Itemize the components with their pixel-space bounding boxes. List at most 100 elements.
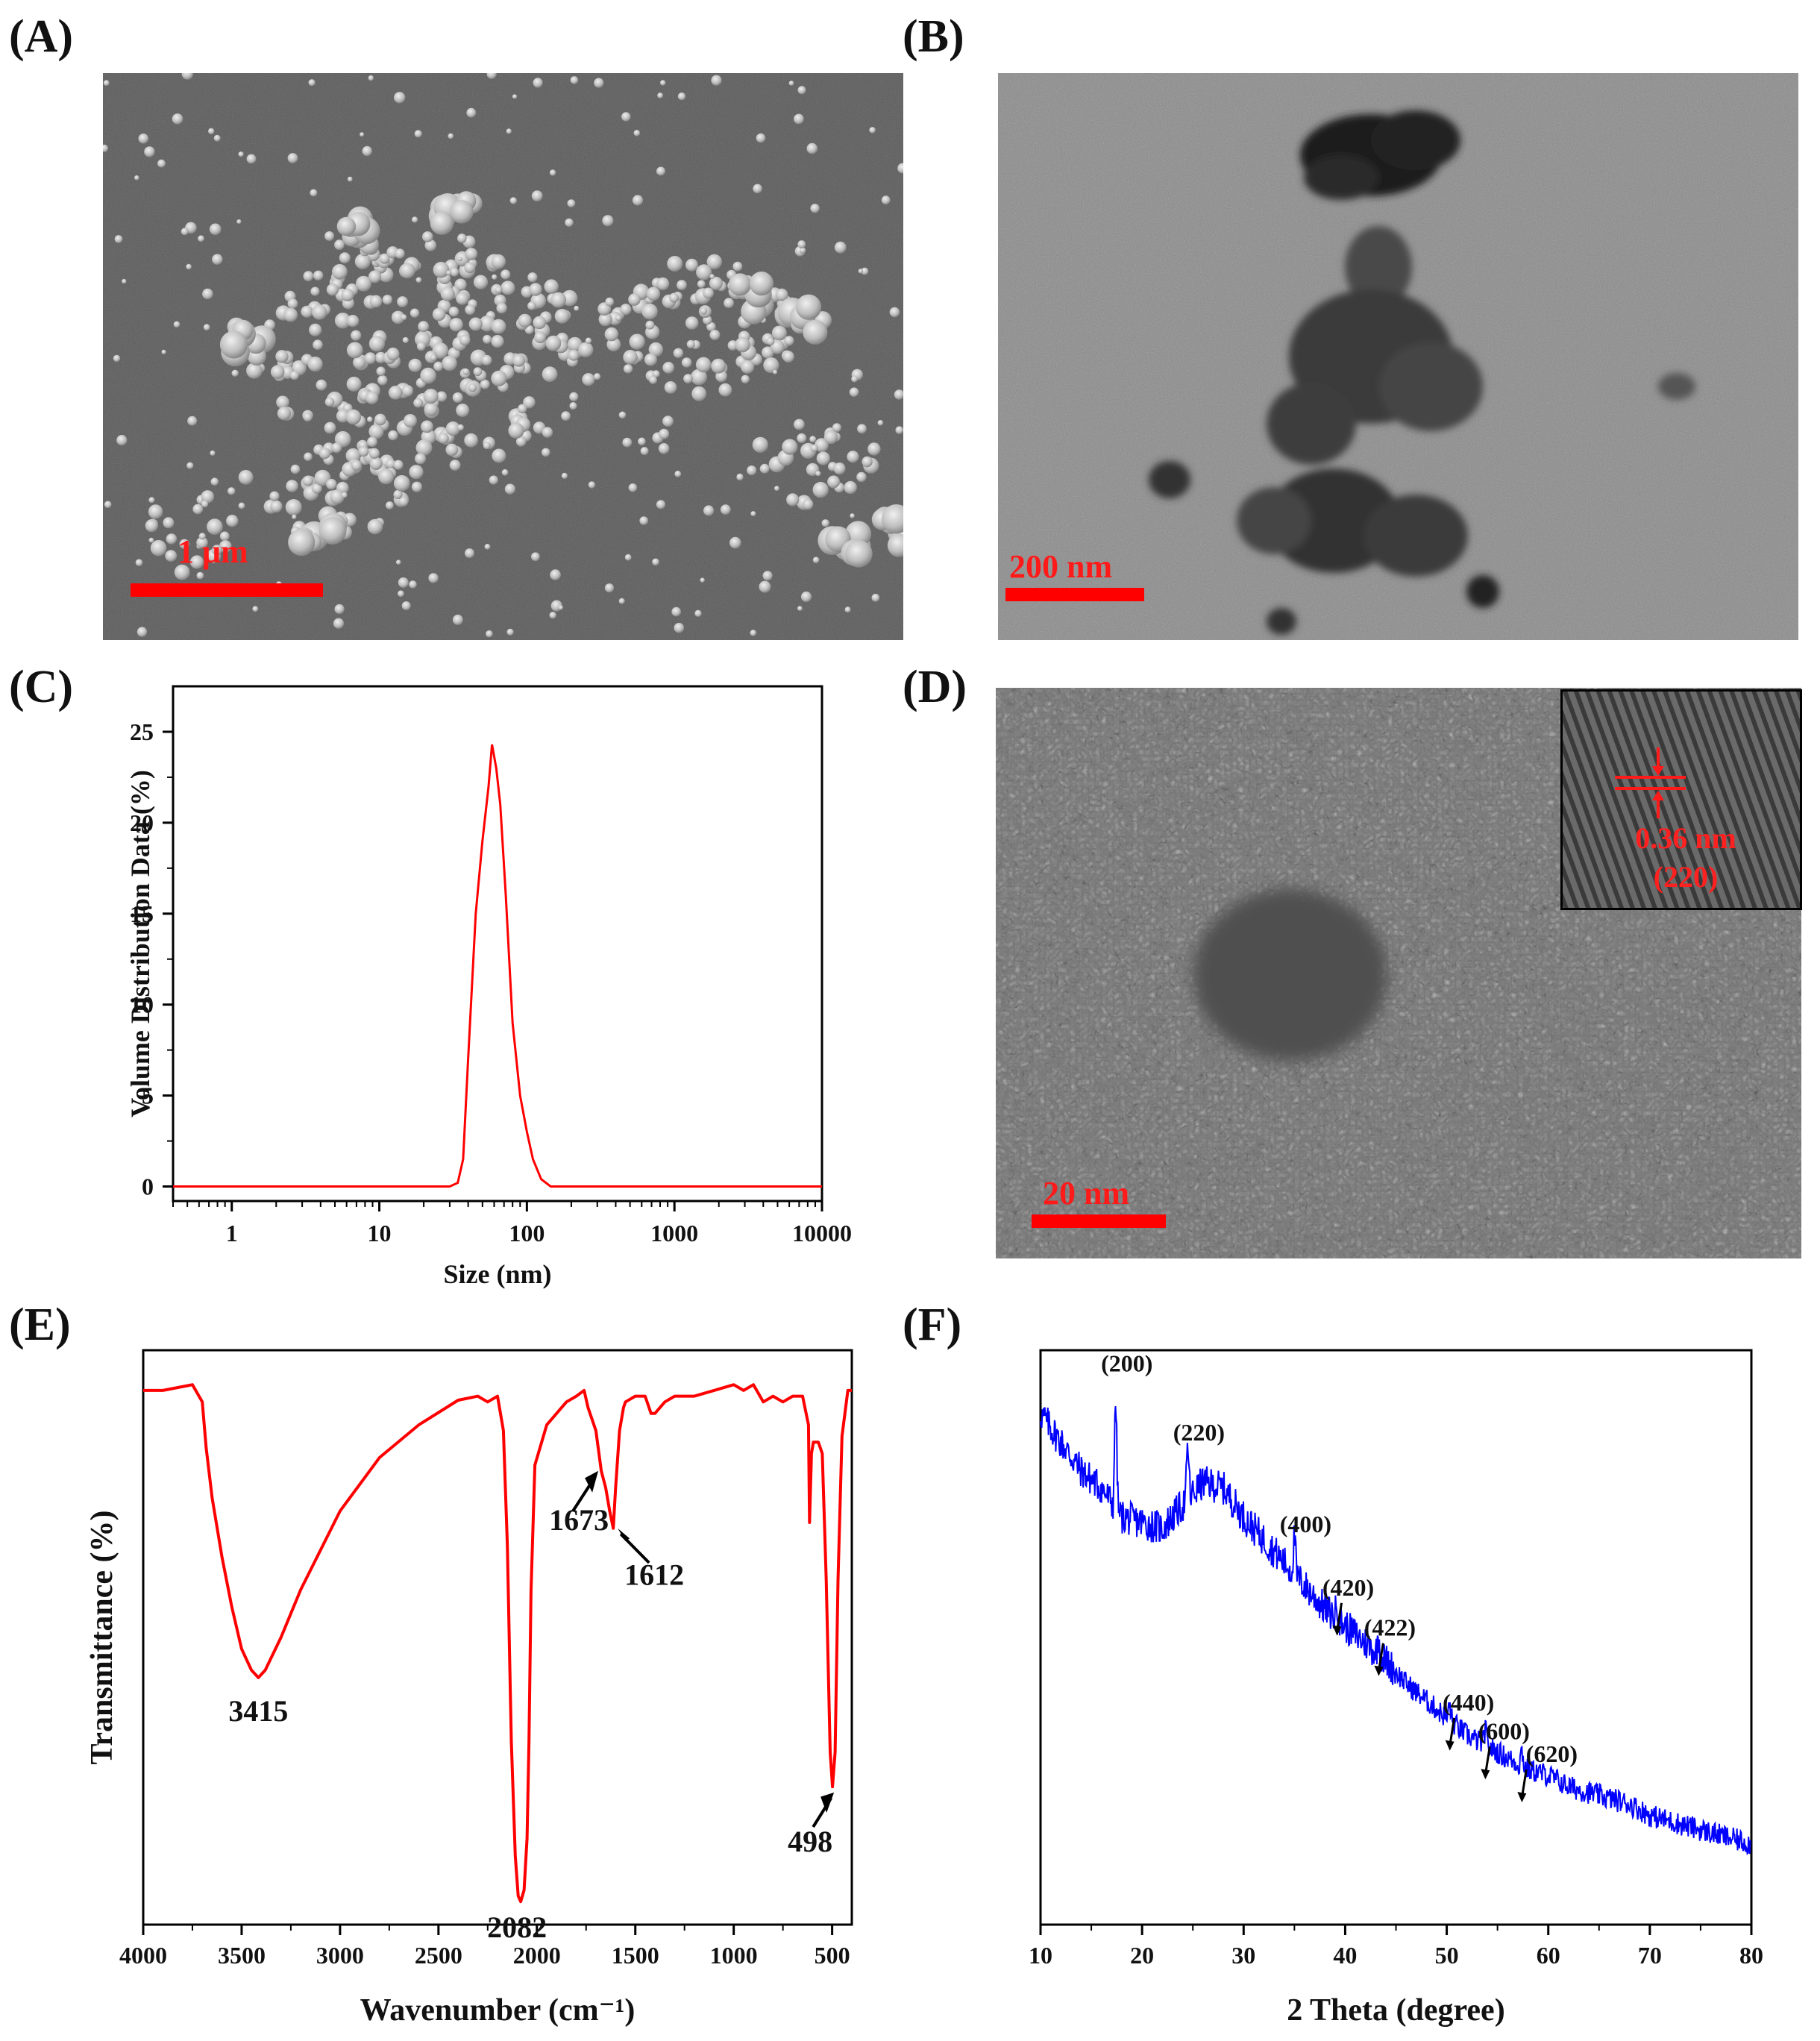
peak-label: (220) <box>1173 1419 1225 1446</box>
sem-particle <box>549 612 556 619</box>
sem-particle <box>531 552 540 562</box>
sem-particle <box>208 128 215 135</box>
sem-particle <box>468 383 477 392</box>
scale-bar-b <box>1005 588 1144 601</box>
sem-particle <box>881 504 903 534</box>
sem-particle <box>558 605 564 610</box>
sem-particle <box>533 78 543 88</box>
y-tick-label: 15 <box>130 900 154 927</box>
sem-particle <box>512 354 525 367</box>
sem-particle <box>529 283 542 296</box>
sem-particle <box>393 460 404 470</box>
sem-particle <box>683 374 693 383</box>
sem-particle <box>465 548 474 559</box>
sem-particle <box>484 544 491 550</box>
sem-particle <box>641 303 658 320</box>
sem-particle <box>415 277 422 283</box>
sem-particle <box>646 286 661 301</box>
sem-particle <box>766 337 775 345</box>
sem-particle <box>501 280 515 295</box>
sem-particle <box>424 239 437 251</box>
arrowhead-1612 <box>618 1528 630 1541</box>
sem-particle <box>346 315 360 327</box>
y-axis-label: Transmittance (%) <box>85 1511 119 1765</box>
sem-particle <box>784 336 794 346</box>
sem-particle <box>303 412 313 422</box>
sem-particle <box>598 313 612 327</box>
sem-particle <box>138 134 149 144</box>
sem-particle <box>364 352 377 365</box>
peak-arrowhead <box>1481 1769 1490 1780</box>
x-tick-label: 3000 <box>316 1942 364 1969</box>
sem-particle <box>277 407 291 421</box>
x-tick-label: 30 <box>1231 1942 1255 1969</box>
sem-particle <box>770 339 785 354</box>
sem-particle <box>187 416 198 426</box>
chart-c: 1 10 100 1000 10000 0 5 10 15 20 25 Size (nm) Volume… <box>0 656 895 1298</box>
sem-particle <box>334 603 345 615</box>
sem-particle <box>386 347 400 361</box>
peak-label-2082: 2082 <box>487 1910 547 1944</box>
sem-particle <box>246 154 257 164</box>
sem-particle <box>196 571 204 580</box>
sem-particle <box>394 92 406 104</box>
plot-frame <box>142 1349 853 1926</box>
sem-particle <box>303 271 314 282</box>
sem-particle <box>711 75 722 86</box>
sem-particle <box>430 211 454 235</box>
sem-particle <box>326 478 337 490</box>
sem-particle <box>703 287 714 299</box>
sem-particle <box>568 349 580 361</box>
sem-particle <box>561 472 568 480</box>
dls-chart-svg: 1 10 100 1000 10000 0 5 10 15 20 25 Size (nm) Volume… <box>125 685 852 1289</box>
sem-particle <box>480 379 490 389</box>
sem-particle <box>464 262 476 274</box>
sem-particle <box>845 540 873 568</box>
sem-particle <box>508 422 524 439</box>
sem-particle <box>198 533 206 540</box>
sem-particle <box>379 253 390 264</box>
sem-particle <box>393 474 410 492</box>
peak-label-1673: 1673 <box>549 1503 609 1537</box>
sem-particle <box>570 76 579 84</box>
sem-particle <box>313 339 323 351</box>
sem-particle <box>462 368 470 375</box>
sem-particle <box>623 364 633 374</box>
sem-particle <box>685 316 699 330</box>
x-tick-label: 2000 <box>513 1942 561 1969</box>
sem-particle <box>287 153 298 163</box>
x-tick-label: 4000 <box>119 1942 167 1969</box>
sem-particle <box>797 86 806 95</box>
sem-particle <box>148 537 154 543</box>
sem-particle <box>409 580 417 589</box>
sem-particle <box>656 500 666 510</box>
sem-particle <box>694 609 702 617</box>
sem-particle <box>210 477 219 486</box>
y-tick-label: 5 <box>142 1082 154 1109</box>
peak-arrowhead <box>1517 1792 1527 1803</box>
sem-particle <box>287 298 298 309</box>
sem-particle <box>677 280 687 290</box>
sem-particle <box>398 577 409 588</box>
sem-particle <box>605 297 615 307</box>
sem-particle <box>308 79 316 87</box>
sem-particle <box>677 93 686 101</box>
sem-particle <box>362 145 372 157</box>
lattice-spacing-label: 0.36 nm <box>1635 821 1736 855</box>
sem-particle <box>360 132 365 137</box>
lattice-fringes <box>1563 692 1800 908</box>
sem-particle <box>887 533 903 557</box>
sem-particle <box>554 309 570 324</box>
sem-particle <box>574 305 580 311</box>
sem-particle <box>292 514 297 520</box>
sem-particle <box>391 310 405 325</box>
sem-particle <box>186 263 192 270</box>
sem-particle <box>681 357 692 368</box>
sem-particle <box>496 302 507 314</box>
sem-particle <box>464 433 478 448</box>
sem-particle <box>207 518 223 535</box>
sem-particle <box>402 336 409 344</box>
sem-particle <box>542 427 553 438</box>
sem-particle <box>307 357 323 372</box>
sem-particle <box>351 330 362 341</box>
